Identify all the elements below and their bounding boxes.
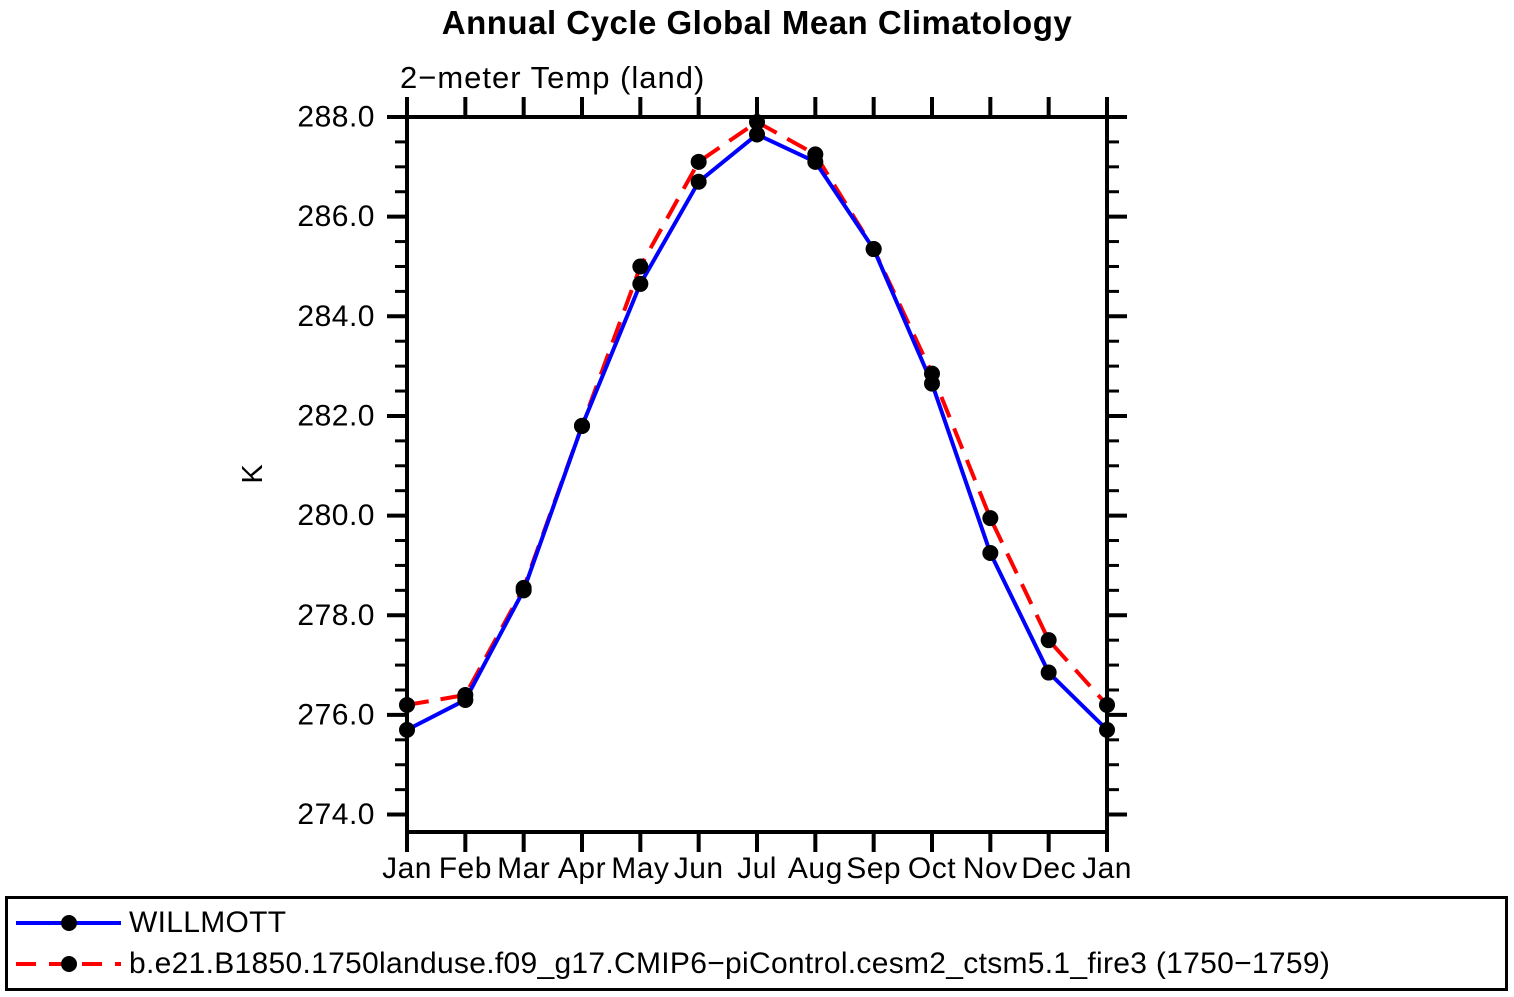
- y-tick-label: 280.0: [297, 499, 375, 532]
- legend-item-willmott: WILLMOTT: [12, 903, 1505, 943]
- y-tick-label: 286.0: [297, 200, 375, 233]
- x-tick-label: Oct: [908, 852, 956, 885]
- data-point-marker: [807, 146, 824, 163]
- legend-line-sample-solid: [16, 914, 121, 931]
- data-point-marker: [749, 126, 765, 143]
- data-point-marker: [924, 365, 940, 382]
- y-tick-label: 284.0: [297, 300, 375, 333]
- x-tick-label: Apr: [558, 852, 606, 885]
- data-point-marker: [1040, 632, 1057, 649]
- series-layer: [399, 113, 1115, 738]
- y-tick-label: 276.0: [297, 698, 375, 731]
- x-tick-label: May: [611, 852, 669, 885]
- annual-cycle-line-chart: 2−meter Temp (land) K 274.0 276.0 278.0 280…: [237, 60, 1132, 885]
- x-tick-label: Mar: [497, 852, 550, 885]
- data-point-marker: [982, 544, 999, 561]
- y-tick-label: 274.0: [297, 798, 375, 831]
- legend-label-willmott: WILLMOTT: [129, 905, 287, 939]
- x-tick-label: Dec: [1021, 852, 1076, 885]
- legend: WILLMOTT b.e21.B1850.1750landuse.f09_g17…: [5, 896, 1508, 991]
- axes: 274.0 276.0 278.0 280.0 282.0 284.0 286.0 288.0…: [297, 97, 1132, 885]
- data-point-marker: [1040, 664, 1057, 681]
- data-point-marker: [982, 510, 999, 527]
- legend-marker-dot: [61, 914, 77, 931]
- data-point-marker: [749, 113, 765, 130]
- y-tick-label: 282.0: [297, 399, 375, 432]
- y-tick-label: 278.0: [297, 599, 375, 632]
- data-point-marker: [1099, 696, 1115, 713]
- chart-title: Annual Cycle Global Mean Climatology: [441, 4, 1073, 41]
- plot-box: [405, 115, 1109, 834]
- data-point-marker: [574, 417, 590, 434]
- data-point-marker: [690, 173, 707, 190]
- legend-item-model-run: b.e21.B1850.1750landuse.f09_g17.CMIP6−pi…: [12, 944, 1505, 984]
- data-point-marker: [632, 258, 649, 275]
- x-tick-label: Jan: [1082, 852, 1132, 885]
- data-point-marker: [632, 275, 649, 292]
- legend-label-model-run: b.e21.B1850.1750landuse.f09_g17.CMIP6−pi…: [129, 947, 1331, 981]
- data-point-marker: [865, 241, 882, 258]
- x-tick-label: Aug: [788, 852, 843, 885]
- y-tick-label: 288.0: [297, 101, 375, 134]
- x-tick-label: Nov: [963, 852, 1018, 885]
- x-tick-label: Feb: [439, 852, 492, 885]
- series-line-willmott: [406, 132, 1109, 732]
- x-tick-label: Jul: [737, 852, 777, 885]
- data-point-marker: [1099, 721, 1115, 738]
- legend-marker-dot: [61, 956, 77, 973]
- chart-subtitle: 2−meter Temp (land): [400, 60, 705, 95]
- data-point-marker: [690, 153, 707, 170]
- data-point-marker: [399, 721, 415, 738]
- data-point-marker: [399, 696, 415, 713]
- x-tick-label: Jan: [382, 852, 432, 885]
- data-point-marker: [457, 686, 474, 703]
- y-axis-label: K: [237, 464, 269, 484]
- x-tick-label: Sep: [846, 852, 901, 885]
- x-tick-label: Jun: [674, 852, 724, 885]
- series-line-model-run: [406, 119, 1109, 707]
- legend-line-sample-dashed: [16, 956, 121, 973]
- data-point-marker: [515, 579, 532, 596]
